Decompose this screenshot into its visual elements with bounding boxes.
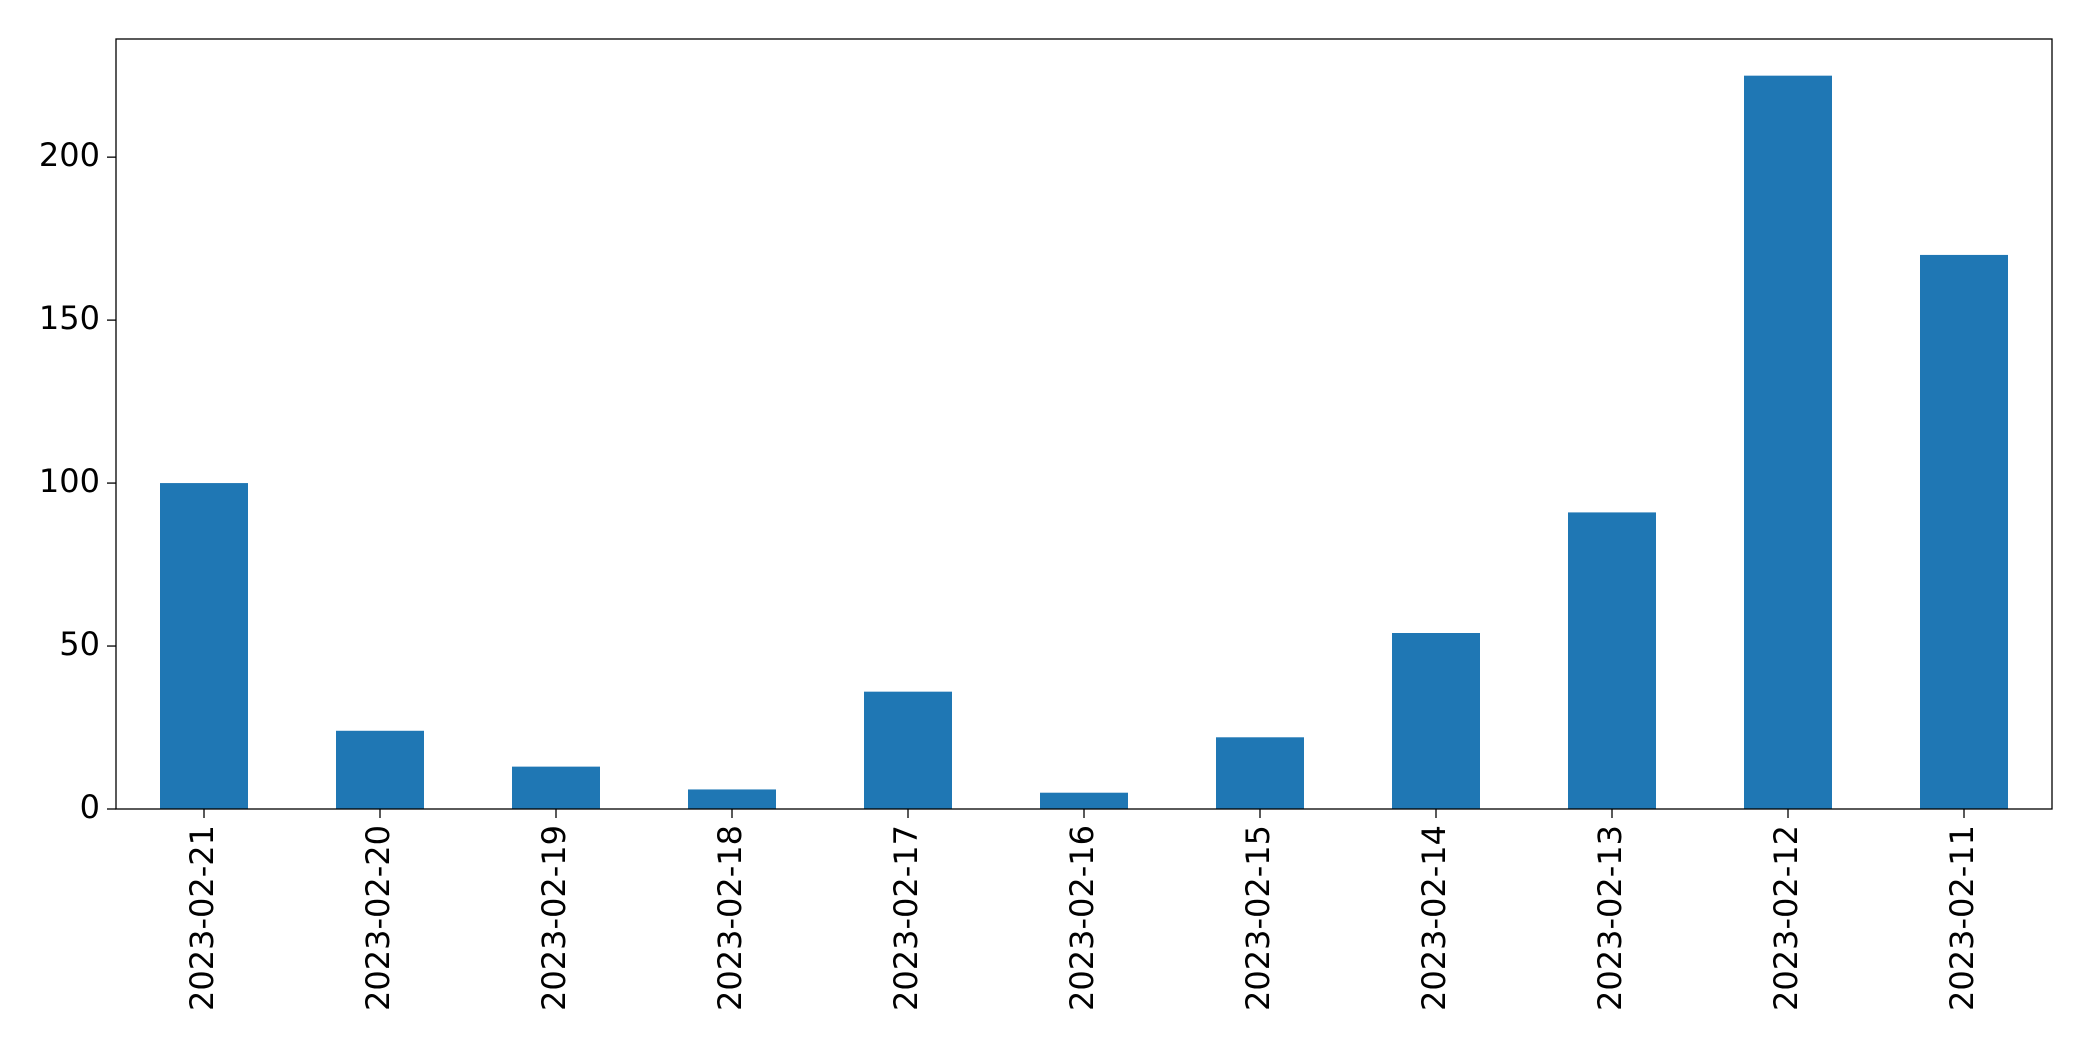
y-tick-label: 0 [80,788,100,826]
y-tick-label: 50 [59,625,100,663]
x-tick-label: 2023-02-14 [1415,825,1453,1011]
bar [1920,254,2008,810]
x-tick-label: 2023-02-12 [1767,825,1805,1011]
x-tick-label: 2023-02-17 [887,825,925,1011]
x-tick-label: 2023-02-13 [1591,825,1629,1011]
bar [688,789,776,809]
x-tick-label: 2023-02-16 [1063,825,1101,1011]
bar [864,691,952,809]
x-tick-label: 2023-02-21 [183,825,221,1011]
x-tick-label: 2023-02-20 [359,825,397,1011]
x-tick-label: 2023-02-19 [535,825,573,1011]
x-tick-label: 2023-02-15 [1239,825,1277,1011]
y-tick-label: 150 [39,299,100,337]
bar [160,483,248,809]
bar [1040,792,1128,809]
bar [1392,633,1480,809]
x-tick-label: 2023-02-11 [1943,825,1981,1011]
y-tick-label: 200 [39,136,100,174]
bar [336,730,424,809]
bar [1568,512,1656,809]
bar [1216,737,1304,809]
y-tick-label: 100 [39,462,100,500]
x-tick-label: 2023-02-18 [711,825,749,1011]
bar [512,766,600,809]
plot-frame [115,38,2053,810]
bar [1744,75,1832,809]
